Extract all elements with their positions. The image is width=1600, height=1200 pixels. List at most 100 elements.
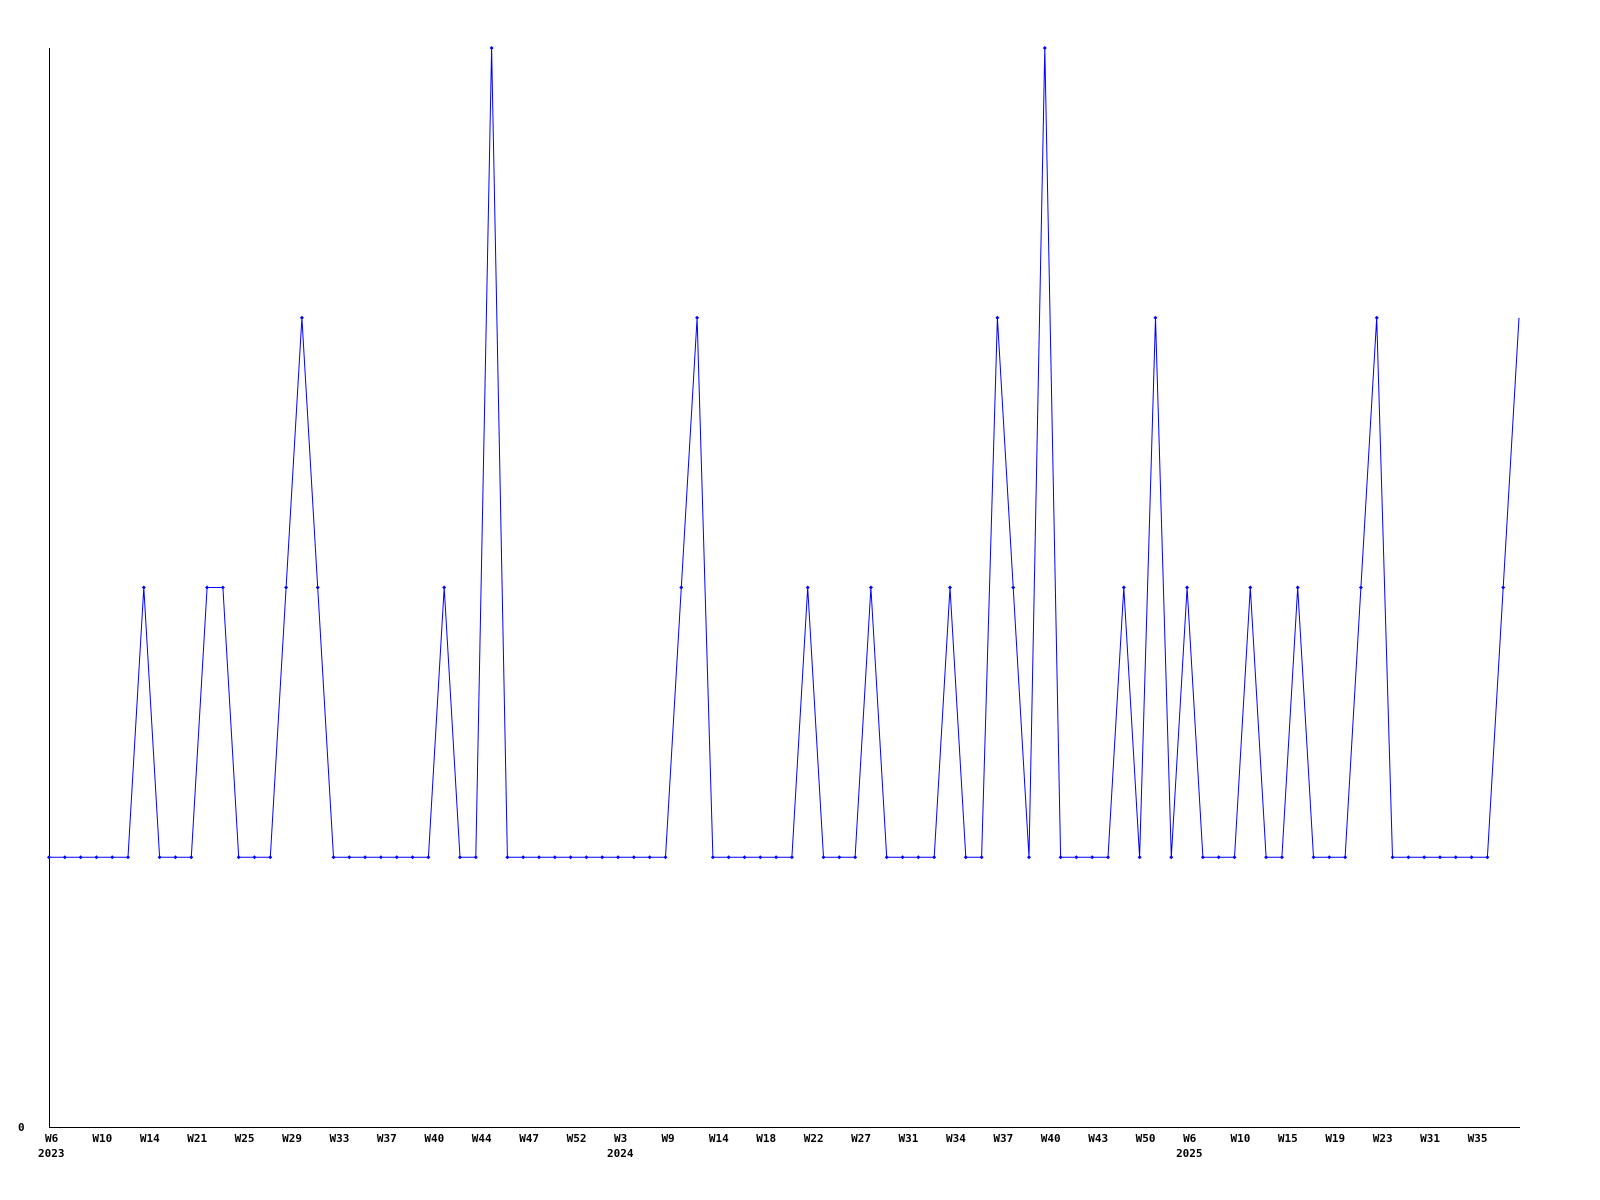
data-point: [1121, 585, 1126, 590]
data-point: [47, 855, 51, 860]
data-point: [758, 855, 763, 860]
x-tick-label: W6: [1183, 1132, 1197, 1145]
data-point: [884, 855, 889, 860]
data-point: [616, 855, 621, 860]
x-tick-label: W52: [567, 1132, 587, 1145]
data-point: [1343, 855, 1348, 860]
data-point: [220, 585, 225, 590]
data-point: [916, 855, 921, 860]
data-point: [141, 585, 146, 590]
x-tick-label: W34: [946, 1132, 966, 1145]
x-tick-label: W27: [851, 1132, 871, 1145]
data-point: [647, 855, 652, 860]
data-point: [789, 855, 794, 860]
data-point: [1358, 585, 1363, 590]
data-point: [568, 855, 573, 860]
data-point: [78, 855, 83, 860]
x-tick-label: W9: [661, 1132, 674, 1145]
data-point: [284, 585, 289, 590]
data-point: [552, 855, 557, 860]
data-point: [995, 315, 1000, 320]
data-point: [1295, 585, 1300, 590]
data-point: [205, 585, 210, 590]
x-tick-label: W6: [45, 1132, 59, 1145]
x-tick-label: W14: [709, 1132, 729, 1145]
data-point: [394, 855, 399, 860]
data-point: [695, 315, 700, 320]
data-point: [521, 855, 526, 860]
data-point: [1027, 855, 1031, 860]
data-point: [979, 855, 984, 860]
series-line: [49, 47, 1520, 858]
x-tick-label: W35: [1468, 1132, 1488, 1145]
data-point: [1422, 855, 1427, 860]
data-point: [537, 855, 541, 860]
data-point: [1153, 315, 1158, 320]
x-tick-label: W14: [140, 1132, 160, 1145]
data-point: [1042, 46, 1047, 50]
data-point: [126, 855, 131, 860]
data-point: [726, 855, 731, 860]
data-point: [173, 855, 178, 860]
data-point: [805, 585, 810, 590]
data-point: [600, 855, 605, 860]
data-point: [1501, 585, 1506, 590]
data-point: [1264, 855, 1269, 860]
data-point: [157, 855, 162, 860]
data-point: [1200, 855, 1205, 860]
data-point: [62, 855, 67, 860]
data-point: [331, 855, 336, 860]
year-label: 2024: [607, 1147, 634, 1160]
data-point: [1374, 315, 1379, 320]
x-tick-label: W25: [235, 1132, 255, 1145]
data-point: [189, 855, 194, 860]
data-point: [347, 855, 352, 860]
data-point: [1311, 855, 1316, 860]
data-point: [1485, 855, 1490, 860]
year-label: 2023: [38, 1147, 65, 1160]
data-point: [1327, 855, 1332, 860]
year-label: 2025: [1176, 1147, 1203, 1160]
x-tick-label: W29: [282, 1132, 302, 1145]
x-tick-label: W31: [1420, 1132, 1440, 1145]
data-point: [1011, 585, 1016, 590]
x-tick-label: W21: [187, 1132, 207, 1145]
data-point: [853, 855, 858, 860]
data-point: [900, 855, 905, 860]
data-point: [426, 855, 431, 860]
x-tick-label: W44: [472, 1132, 492, 1145]
x-tick-label: W18: [756, 1132, 776, 1145]
data-point: [1232, 855, 1237, 860]
x-tick-label: W43: [1088, 1132, 1108, 1145]
data-point: [299, 315, 304, 320]
data-point: [236, 855, 241, 860]
y-tick-label: 0: [18, 1121, 25, 1134]
data-point: [821, 855, 826, 860]
data-point: [252, 855, 257, 860]
data-point: [1090, 855, 1095, 860]
data-point: [1137, 855, 1142, 860]
data-point: [1185, 585, 1190, 590]
data-point: [868, 585, 873, 590]
x-tick-label: W23: [1373, 1132, 1393, 1145]
data-point: [1106, 855, 1111, 860]
x-tick-label: W37: [993, 1132, 1013, 1145]
data-point: [932, 855, 937, 860]
data-point: [947, 585, 952, 590]
data-point: [363, 855, 368, 860]
x-tick-label: W50: [1136, 1132, 1156, 1145]
data-point: [963, 855, 968, 860]
x-tick-label: W10: [92, 1132, 112, 1145]
data-point: [473, 855, 478, 860]
data-point: [1216, 855, 1221, 860]
data-point: [268, 855, 273, 860]
data-point: [505, 855, 510, 860]
x-tick-label: W22: [804, 1132, 824, 1145]
data-point: [742, 855, 747, 860]
data-point: [1437, 855, 1442, 860]
data-point: [1248, 585, 1253, 590]
data-point: [837, 855, 842, 860]
data-point: [110, 855, 115, 860]
data-point: [457, 855, 462, 860]
data-point: [442, 585, 447, 590]
